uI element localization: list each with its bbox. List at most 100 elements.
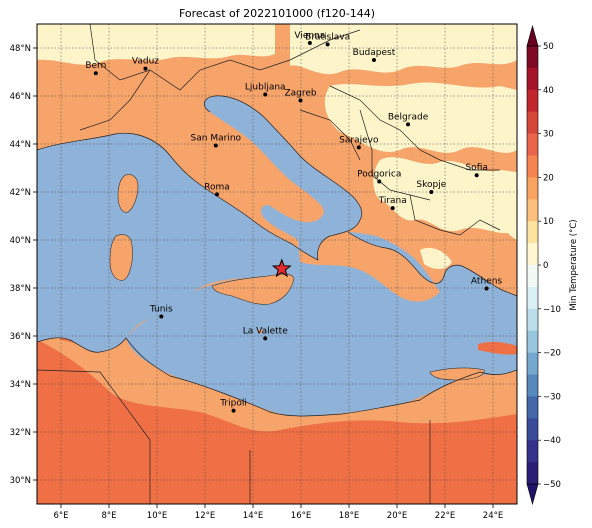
- x-tick-label: 12°E: [195, 511, 215, 521]
- x-tick-label: 10°E: [147, 511, 167, 521]
- x-tick-label: 24°E: [483, 511, 503, 521]
- colorbar-bin: [527, 199, 538, 222]
- colorbar-bin: [527, 462, 538, 485]
- city-dot: [390, 206, 395, 211]
- x-tick-label: 20°E: [387, 511, 407, 521]
- city-label: Tunis: [149, 305, 173, 315]
- city-label: Bratislava: [305, 32, 350, 42]
- city-label: Skopje: [416, 180, 446, 190]
- city-dot: [215, 192, 219, 197]
- coastlines-borders: [37, 24, 517, 504]
- city-label: Vienna: [294, 31, 325, 41]
- island-corsica: [117, 174, 139, 213]
- colorbar-tick-label: 40: [543, 86, 554, 96]
- city-label: Sarajevo: [339, 135, 379, 145]
- colorbar-extend-top: [526, 24, 539, 47]
- colorbar-bin: [527, 155, 538, 178]
- city-dot: [484, 286, 489, 291]
- island-crete: [429, 367, 485, 381]
- city-label: Zagreb: [284, 89, 316, 99]
- colorbar-bin: [527, 133, 538, 156]
- city-dot: [93, 71, 98, 76]
- colorbar-tick-label: 50: [543, 42, 554, 52]
- city-label: La Valette: [243, 326, 288, 336]
- x-tick-label: 14°E: [243, 511, 263, 521]
- island-sardinia: [109, 234, 133, 281]
- temperature-field: [37, 24, 517, 504]
- city-label: Budapest: [353, 48, 396, 58]
- x-tick-label: 18°E: [339, 511, 359, 521]
- colorbar-tick-label: 0: [543, 261, 548, 271]
- colorbar-bin: [527, 111, 538, 134]
- colorbar-bin: [527, 286, 538, 310]
- colorbar-tick-label: −50: [543, 480, 561, 490]
- city-dot: [371, 58, 376, 62]
- cool-zone-greece: [420, 247, 452, 269]
- colorbar-bin: [527, 243, 538, 266]
- colorbar-label: Min Temperature (°C): [569, 219, 579, 310]
- cool-zone-north: [290, 24, 517, 75]
- colorbar-tick-label: 20: [543, 173, 554, 183]
- city-label: Podgorica: [357, 169, 401, 179]
- city-label: Tirana: [378, 196, 407, 206]
- map-title: Forecast of 2022101000 (f120-144): [178, 7, 376, 20]
- colorbar-bin: [527, 46, 538, 69]
- map-frame: [36, 23, 518, 505]
- island-malta: [257, 329, 263, 334]
- island-sicily: [211, 273, 295, 305]
- colorbar-bin: [527, 330, 538, 353]
- island-cyprus-edge: [478, 341, 517, 355]
- colorbar-tick-label: −40: [543, 436, 561, 446]
- cool-zone-balkans: [373, 157, 517, 234]
- colorbar-bin: [527, 221, 538, 244]
- city-dot: [474, 173, 479, 178]
- city-label: Vaduz: [132, 57, 159, 67]
- graticule: [37, 24, 517, 504]
- city-dot: [231, 408, 236, 413]
- colorbar-tick-label: −10: [543, 305, 561, 315]
- colorbar-bin: [527, 308, 538, 331]
- y-tick-label: 32°N: [10, 428, 31, 438]
- cool-zone-pannonia: [324, 82, 517, 153]
- city-dot: [213, 143, 218, 148]
- colorbar-bin: [527, 177, 538, 200]
- y-tick-label: 30°N: [10, 476, 31, 486]
- colorbar-bin: [527, 440, 538, 463]
- city-dot: [429, 190, 434, 194]
- colorbar-bin: [527, 374, 538, 397]
- cool-zone-anatolia: [496, 198, 517, 240]
- colorbar-bin: [527, 418, 538, 441]
- city-label: Belgrade: [388, 112, 429, 122]
- y-tick-label: 44°N: [10, 140, 31, 150]
- colorbar-extend-bottom: [526, 483, 539, 506]
- colorbar-bin: [527, 265, 538, 288]
- city-dot: [325, 42, 330, 47]
- city-label: Bern: [85, 61, 106, 71]
- marker-layer: [271, 258, 292, 278]
- colorbar-bin: [527, 89, 538, 112]
- colorbar-tick-label: 30: [543, 130, 554, 140]
- city-label: Tripoli: [219, 399, 247, 409]
- cool-zone-alps: [37, 24, 275, 65]
- y-tick-label: 42°N: [10, 188, 31, 198]
- city-label: Sofia: [465, 163, 487, 173]
- x-tick-label: 16°E: [291, 511, 311, 521]
- star-marker-icon: [271, 258, 292, 278]
- y-tick-label: 36°N: [10, 332, 31, 342]
- colorbar-tick-label: −20: [543, 349, 561, 359]
- x-tick-label: 6°E: [53, 511, 68, 521]
- colorbar-bin: [527, 352, 538, 375]
- city-dot: [263, 92, 268, 97]
- city-label: Roma: [204, 182, 230, 192]
- city-dot: [143, 66, 148, 71]
- city-dot: [159, 314, 164, 319]
- x-tick-label: 8°E: [101, 511, 116, 521]
- y-tick-label: 34°N: [10, 380, 31, 390]
- city-dot: [263, 336, 268, 341]
- city-dot: [356, 145, 361, 150]
- colorbar-tick-label: −30: [543, 392, 561, 402]
- city-dot: [377, 179, 382, 184]
- y-tick-label: 46°N: [10, 92, 31, 102]
